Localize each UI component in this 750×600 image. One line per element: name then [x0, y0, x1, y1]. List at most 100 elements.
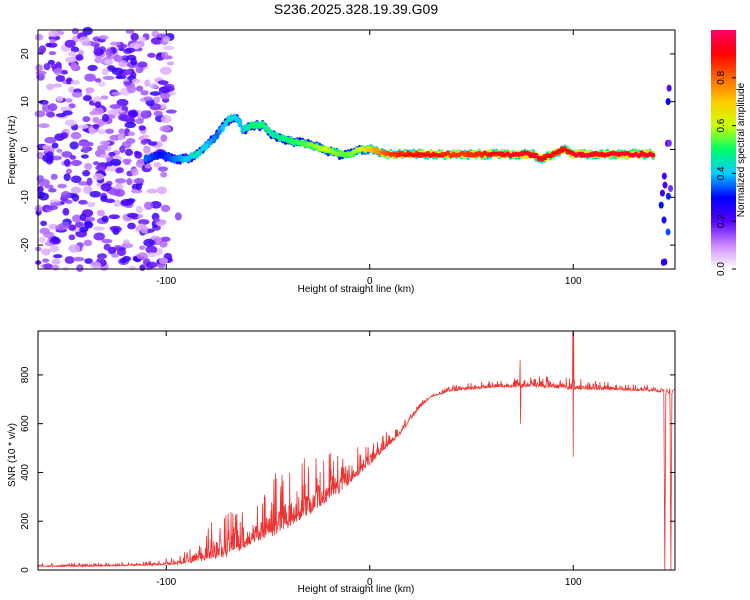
noise-cell — [82, 116, 91, 123]
noise-cell — [159, 241, 168, 248]
ridge-cell — [266, 128, 271, 132]
noise-cell — [156, 33, 168, 38]
noise-cell — [38, 192, 50, 201]
noise-cell — [140, 139, 148, 145]
noise-cell — [104, 59, 114, 65]
noise-cell — [665, 192, 671, 200]
noise-cell — [661, 172, 667, 180]
noise-cell — [70, 80, 80, 85]
ridge-cell — [442, 153, 448, 157]
noise-cell — [143, 145, 151, 154]
noise-cell — [64, 256, 75, 264]
ridge-cell — [588, 153, 593, 157]
colorbar-tick-label: 0.0 — [716, 262, 727, 276]
noise-cell — [61, 151, 73, 158]
noise-cell — [162, 45, 175, 51]
noise-cell — [111, 91, 122, 96]
snr-ylabel: SNR (10 * v/v) — [7, 423, 18, 487]
noise-cell — [666, 84, 672, 92]
noise-cell — [131, 168, 139, 176]
y-tick-label: 10 — [20, 96, 31, 108]
ridge-cell — [223, 121, 228, 125]
noise-cell — [76, 264, 84, 273]
noise-cell — [161, 51, 169, 59]
noise-cell — [47, 103, 58, 112]
noise-cell — [64, 119, 77, 127]
noise-cell — [126, 178, 133, 186]
noise-cell — [85, 87, 95, 94]
noise-cell — [126, 85, 137, 94]
spectrogram-cells — [34, 26, 674, 273]
ridge-cell — [519, 153, 525, 157]
x-tick-label: 100 — [565, 276, 582, 287]
noise-cell — [138, 245, 146, 250]
y-tick-label: -10 — [20, 190, 31, 205]
ridge-cell — [531, 152, 536, 156]
noise-cell — [86, 177, 93, 186]
colorbar-ticks: 0.0 0.2 0.4 0.6 0.8 — [716, 70, 736, 276]
noise-cell — [64, 39, 76, 48]
noise-cell — [160, 115, 172, 124]
noise-cell — [64, 158, 71, 167]
noise-cell — [130, 32, 139, 42]
noise-cell — [134, 151, 143, 159]
noise-cell — [143, 96, 153, 102]
noise-cell — [135, 118, 144, 125]
noise-cell — [48, 51, 57, 56]
noise-cell — [101, 67, 109, 76]
noise-cell — [658, 201, 664, 209]
ridge-cell — [243, 128, 248, 132]
noise-cell — [662, 181, 668, 189]
noise-cell — [165, 109, 177, 114]
noise-cell — [64, 56, 76, 63]
noise-cell — [156, 186, 167, 195]
y-tick-label: 0 — [20, 146, 31, 152]
noise-cell — [42, 258, 50, 263]
noise-cell — [83, 162, 93, 170]
noise-cell — [105, 48, 114, 57]
x-tick-label: 0 — [367, 577, 373, 588]
colorbar-label: Normalized spectral amplitude — [736, 82, 747, 217]
x-tick-label: -100 — [156, 577, 176, 588]
colorbar-gradient — [711, 30, 736, 269]
noise-cell — [68, 51, 77, 57]
noise-cell — [118, 128, 126, 135]
noise-cell — [81, 209, 94, 218]
noise-cell — [117, 43, 128, 49]
noise-cell — [124, 121, 136, 129]
ridge-cell — [471, 153, 476, 157]
noise-cell — [135, 182, 143, 191]
noise-cell — [135, 205, 143, 214]
noise-cell — [52, 83, 63, 88]
noise-cell — [126, 137, 136, 144]
noise-cell — [43, 263, 53, 270]
noise-cell — [69, 155, 77, 160]
noise-cell — [127, 131, 136, 137]
y-tick-label: 600 — [20, 415, 31, 432]
noise-cell — [109, 41, 122, 46]
noise-cell — [46, 151, 54, 159]
noise-cell — [96, 209, 105, 217]
noise-cell — [109, 104, 122, 109]
ridge-cell — [542, 157, 547, 161]
noise-cell — [114, 188, 126, 197]
noise-cell — [121, 105, 128, 111]
noise-cell — [38, 236, 46, 243]
x-tick-label: 0 — [367, 276, 373, 287]
noise-cell — [70, 131, 82, 140]
noise-cell — [162, 36, 171, 43]
noise-cell — [70, 46, 80, 53]
ridge-cell — [351, 150, 357, 154]
noise-cell — [48, 30, 59, 38]
noise-cell — [66, 168, 73, 174]
noise-cell — [143, 238, 155, 247]
noise-cell — [140, 225, 149, 234]
noise-cell — [146, 252, 158, 258]
noise-cell — [70, 175, 82, 184]
noise-cell — [108, 151, 116, 157]
noise-cell — [124, 47, 136, 53]
ridge-cell — [308, 143, 314, 147]
snr-panel: -100 0 100 0 200 400 600 800 Height of straight… — [7, 330, 676, 595]
noise-cell — [106, 65, 115, 71]
ridge-cell — [590, 151, 596, 155]
